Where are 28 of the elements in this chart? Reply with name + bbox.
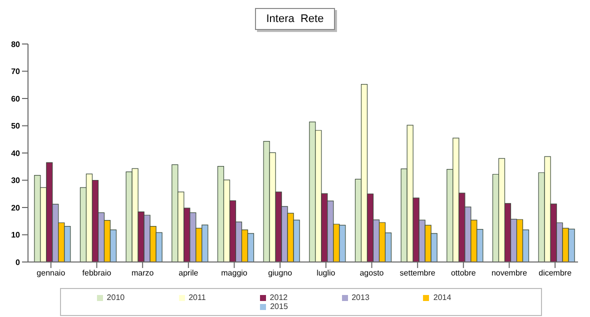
x-tick-label: aprile xyxy=(178,268,199,278)
y-tick-label: 40 xyxy=(11,148,21,158)
legend-label: 2012 xyxy=(270,293,288,302)
legend-label: 2013 xyxy=(352,293,370,302)
x-tick-label: febbraio xyxy=(82,268,112,278)
legend-label: 2010 xyxy=(106,293,125,302)
y-tick-label: 20 xyxy=(11,203,21,212)
x-tick-label: maggio xyxy=(221,268,248,278)
x-tick-label: novembre xyxy=(491,268,528,278)
y-tick-label: 50 xyxy=(11,122,21,131)
x-tick-label: gennaio xyxy=(36,268,66,278)
legend-label: 2014 xyxy=(433,293,452,302)
y-tick-label: 10 xyxy=(11,230,21,240)
x-tick-label: agosto xyxy=(360,268,384,278)
x-tick-label: settembre xyxy=(400,268,436,278)
x-tick-label: dicembre xyxy=(538,268,572,278)
x-tick-label: ottobre xyxy=(450,268,476,278)
y-tick-label: 80 xyxy=(11,40,21,49)
legend-label: 2015 xyxy=(270,302,288,311)
y-tick-label: 60 xyxy=(11,94,21,104)
x-tick-label: giugno xyxy=(268,268,293,278)
x-tick-label: marzo xyxy=(131,268,154,278)
x-tick-label: luglio xyxy=(316,268,336,278)
legend-label: 2011 xyxy=(188,293,206,302)
y-tick-label: 30 xyxy=(11,176,21,186)
chart-title: Intera Rete xyxy=(255,8,335,30)
y-tick-label: 0 xyxy=(16,258,21,267)
y-tick-label: 70 xyxy=(11,67,21,76)
